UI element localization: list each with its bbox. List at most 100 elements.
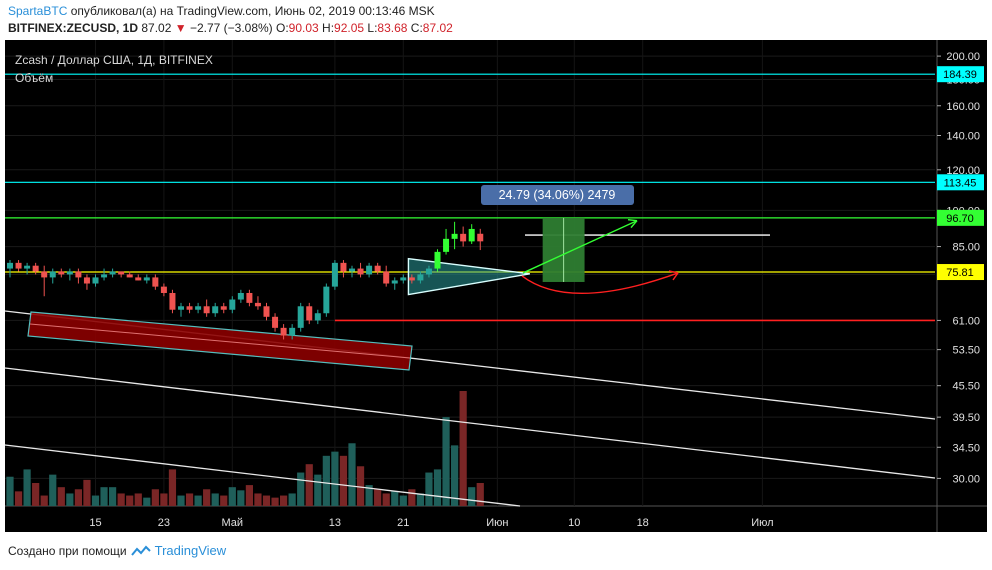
candle-body	[92, 277, 99, 284]
x-tick-label: Июн	[486, 517, 508, 529]
candle-body	[203, 306, 210, 314]
candle	[289, 324, 296, 340]
volume-bar	[177, 495, 185, 506]
candle-body	[425, 268, 432, 275]
candle-body	[220, 306, 227, 310]
candle-body	[229, 299, 236, 310]
candle-body	[451, 233, 458, 239]
candle-body	[272, 316, 279, 328]
candle-body	[195, 306, 202, 310]
y-tick-label: 39.50	[952, 412, 980, 424]
candle	[357, 262, 364, 278]
candle-body	[468, 228, 475, 242]
y-tick-label: 34.50	[952, 442, 980, 454]
candle	[400, 274, 407, 284]
candle-body	[58, 271, 65, 275]
candle	[383, 265, 390, 287]
candle	[126, 271, 133, 278]
candle-body	[66, 271, 73, 275]
y-tick-label: 120.00	[946, 165, 980, 177]
y-tick-label: 45.50	[952, 381, 980, 393]
volume-bar	[408, 489, 416, 506]
candle	[118, 271, 125, 278]
y-tick-label: 200.00	[946, 51, 980, 63]
candle	[15, 260, 22, 272]
volume-bar	[468, 487, 476, 506]
low-label: L:	[364, 21, 378, 35]
volume-bar	[160, 493, 168, 506]
candle-body	[32, 265, 39, 272]
candle	[272, 313, 279, 332]
measure-text: 24.79 (34.06%) 2479	[499, 188, 616, 202]
candle-body	[83, 277, 90, 284]
volume-bar	[126, 495, 134, 506]
candle-body	[374, 265, 381, 272]
volume-bar	[442, 417, 450, 506]
close-value: 87.02	[422, 21, 453, 35]
volume-bar	[365, 485, 373, 506]
volume-bar	[476, 483, 484, 506]
volume-bar	[416, 493, 424, 506]
candle	[246, 289, 253, 307]
down-arrow-icon: ▼	[174, 21, 187, 35]
candle-body	[126, 274, 133, 278]
price-label-text: 96.70	[946, 213, 974, 225]
close-label: C:	[407, 21, 423, 35]
price-label-bg	[937, 66, 984, 83]
candle	[143, 274, 150, 284]
author-link[interactable]: SpartaBTC	[8, 4, 68, 18]
volume-bar	[288, 493, 296, 506]
chart-legend-title: Zcash / Доллар США, 1Д, BITFINEX	[15, 53, 213, 67]
candle	[83, 274, 90, 290]
candle-body	[24, 265, 31, 269]
green-arrow-line	[522, 220, 638, 274]
volume-bar	[49, 474, 57, 506]
channel-middle-line	[4, 367, 936, 479]
y-tick-label: 160.00	[946, 101, 980, 113]
red-arrowhead	[668, 270, 679, 281]
volume-bar	[203, 489, 211, 506]
candle-body	[383, 271, 390, 284]
candle-body	[477, 233, 484, 242]
candle	[468, 224, 475, 244]
volume-bar	[109, 487, 117, 506]
tradingview-link[interactable]: TradingView	[154, 543, 227, 558]
volume-bar	[356, 466, 365, 506]
volume-bar	[280, 495, 288, 506]
tradingview-logo-icon	[130, 545, 151, 556]
candle-body	[212, 306, 219, 314]
candle-body	[143, 277, 150, 281]
volume-bar	[382, 493, 390, 506]
candle	[460, 226, 467, 247]
candle	[323, 283, 330, 317]
channel-lower-line	[4, 444, 521, 507]
candle	[101, 268, 108, 281]
volume-bar	[100, 487, 108, 506]
volume-bar	[143, 497, 151, 506]
candle-body	[135, 277, 142, 281]
candle	[195, 302, 202, 314]
candle	[186, 302, 193, 314]
volume-bar	[314, 474, 322, 506]
price-label-bg	[937, 264, 984, 281]
price-chart[interactable]: 200.00180.00160.00140.00120.00100.0085.0…	[0, 40, 992, 536]
candle	[297, 302, 304, 332]
candle	[212, 302, 219, 317]
candle	[451, 221, 458, 250]
candle-body	[314, 313, 321, 321]
volume-bar	[459, 391, 467, 506]
candle-body	[306, 306, 313, 321]
volume-bar	[194, 495, 202, 506]
candle-body	[400, 277, 407, 281]
candle-body	[118, 271, 125, 275]
volume-bar	[262, 495, 271, 506]
x-tick-label: 23	[158, 517, 170, 529]
volume-bar	[271, 497, 279, 506]
candle-body	[75, 271, 82, 278]
candle-body	[357, 268, 364, 275]
candle-body	[289, 327, 296, 336]
candle	[280, 324, 287, 340]
publish-text: опубликовал(а) на TradingView.com, Июнь …	[67, 4, 435, 18]
footer: Создано при помощи TradingView	[8, 543, 226, 558]
candle-body	[254, 302, 261, 307]
